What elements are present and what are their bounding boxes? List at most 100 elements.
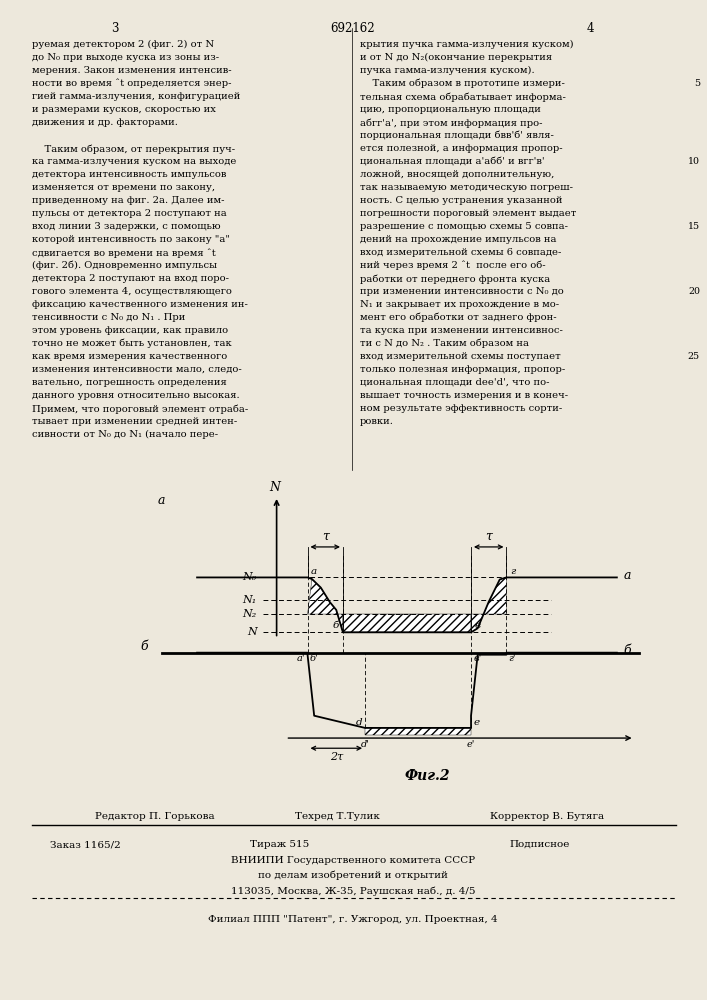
Text: Таким образом, от перекрытия пуч-: Таким образом, от перекрытия пуч-	[32, 144, 235, 153]
Text: и от N до N₂(окончание перекрытия: и от N до N₂(окончание перекрытия	[360, 53, 552, 62]
Text: ВНИИПИ Государственного комитета СССР: ВНИИПИ Государственного комитета СССР	[231, 856, 475, 865]
Text: 20: 20	[688, 287, 700, 296]
Text: циональная площади dее'd', что по-: циональная площади dее'd', что по-	[360, 378, 549, 387]
Text: этом уровень фиксации, как правило: этом уровень фиксации, как правило	[32, 326, 228, 335]
Text: б: б	[624, 644, 631, 657]
Text: Таким образом в прототипе измери-: Таким образом в прототипе измери-	[360, 79, 565, 89]
Text: б': б'	[310, 654, 318, 663]
Text: а: а	[624, 569, 631, 582]
Text: а: а	[158, 494, 165, 507]
Text: ти с N до N₂ . Таким образом на: ти с N до N₂ . Таким образом на	[360, 339, 529, 349]
Text: сивности от N₀ до N₁ (начало пере-: сивности от N₀ до N₁ (начало пере-	[32, 430, 218, 439]
Text: N₁ и закрывает их прохождение в мо-: N₁ и закрывает их прохождение в мо-	[360, 300, 559, 309]
Text: в: в	[474, 621, 481, 630]
Text: руемая детектором 2 (фиг. 2) от N: руемая детектором 2 (фиг. 2) от N	[32, 40, 214, 49]
Text: гового элемента 4, осуществляющего: гового элемента 4, осуществляющего	[32, 287, 232, 296]
Text: (фиг. 2б). Одновременно импульсы: (фиг. 2б). Одновременно импульсы	[32, 261, 217, 270]
Text: Подписное: Подписное	[510, 840, 570, 849]
Text: б: б	[333, 621, 339, 630]
Text: детектора 2 поступают на вход поро-: детектора 2 поступают на вход поро-	[32, 274, 229, 283]
Text: Корректор В. Бутяга: Корректор В. Бутяга	[490, 812, 604, 821]
Text: мент его обработки от заднего фрон-: мент его обработки от заднего фрон-	[360, 313, 556, 322]
Text: пульсы от детектора 2 поступают на: пульсы от детектора 2 поступают на	[32, 209, 227, 218]
Text: ка гамма-излучения куском на выходе: ка гамма-излучения куском на выходе	[32, 157, 236, 166]
Text: в': в'	[473, 654, 481, 663]
Text: 2τ: 2τ	[329, 751, 343, 761]
Text: вательно, погрешность определения: вательно, погрешность определения	[32, 378, 227, 387]
Text: пучка гамма-излучения куском).: пучка гамма-излучения куском).	[360, 66, 534, 75]
Text: изменения интенсивности мало, следо-: изменения интенсивности мало, следо-	[32, 365, 242, 374]
Text: 15: 15	[688, 222, 700, 231]
Text: мерения. Закон изменения интенсив-: мерения. Закон изменения интенсив-	[32, 66, 232, 75]
Text: N₁: N₁	[243, 595, 257, 605]
Text: только полезная информация, пропор-: только полезная информация, пропор-	[360, 365, 566, 374]
Text: движения и др. факторами.: движения и др. факторами.	[32, 118, 178, 127]
Text: ется полезной, а информация пропор-: ется полезной, а информация пропор-	[360, 144, 563, 153]
Text: б: б	[140, 640, 148, 653]
Text: точно не может быть установлен, так: точно не может быть установлен, так	[32, 339, 232, 349]
Text: ний через время 2 ˆt  после его об-: ний через время 2 ˆt после его об-	[360, 261, 546, 270]
Text: а': а'	[297, 654, 305, 663]
Text: ном результате эффективность сорти-: ном результате эффективность сорти-	[360, 404, 562, 413]
Polygon shape	[471, 577, 506, 632]
Text: e': e'	[467, 740, 475, 749]
Text: дений на прохождение импульсов на: дений на прохождение импульсов на	[360, 235, 556, 244]
Text: та куска при изменении интенсивнос-: та куска при изменении интенсивнос-	[360, 326, 563, 335]
Text: Примем, что пороговый элемент отраба-: Примем, что пороговый элемент отраба-	[32, 404, 248, 414]
Text: N: N	[247, 627, 257, 637]
Text: 10: 10	[688, 157, 700, 166]
Text: а: а	[311, 567, 317, 576]
Text: вышает точность измерения и в конеч-: вышает точность измерения и в конеч-	[360, 391, 568, 400]
Text: N₀: N₀	[243, 572, 257, 582]
Text: как время измерения качественного: как время измерения качественного	[32, 352, 227, 361]
Text: ность. С целью устранения указанной: ность. С целью устранения указанной	[360, 196, 563, 205]
Text: 25: 25	[688, 352, 700, 361]
Text: г: г	[510, 567, 515, 576]
Text: детектора интенсивность импульсов: детектора интенсивность импульсов	[32, 170, 226, 179]
Text: по делам изобретений и открытий: по делам изобретений и открытий	[258, 871, 448, 880]
Text: N: N	[269, 481, 280, 494]
Text: работки от переднего фронта куска: работки от переднего фронта куска	[360, 274, 550, 284]
Text: 3: 3	[111, 22, 119, 35]
Text: вход измерительной схемы поступает: вход измерительной схемы поступает	[360, 352, 561, 361]
Text: цию, пропорциональную площади: цию, пропорциональную площади	[360, 105, 541, 114]
Text: e: e	[473, 718, 479, 727]
Text: τ: τ	[322, 530, 329, 543]
Text: приведенному на фиг. 2а. Далее им-: приведенному на фиг. 2а. Далее им-	[32, 196, 225, 205]
Text: которой интенсивность по закону "а": которой интенсивность по закону "а"	[32, 235, 230, 244]
Text: вход линии 3 задержки, с помощью: вход линии 3 задержки, с помощью	[32, 222, 221, 231]
Text: Заказ 1165/2: Заказ 1165/2	[50, 840, 121, 849]
Text: вход измерительной схемы 6 совпаде-: вход измерительной схемы 6 совпаде-	[360, 248, 561, 257]
Text: τ: τ	[485, 530, 492, 543]
Text: тельная схема обрабатывает информа-: тельная схема обрабатывает информа-	[360, 92, 566, 102]
Text: ровки.: ровки.	[360, 417, 394, 426]
Text: 5: 5	[694, 79, 700, 88]
Text: тенсивности с N₀ до N₁ . При: тенсивности с N₀ до N₁ . При	[32, 313, 185, 322]
Text: г': г'	[508, 654, 516, 663]
Text: изменяется от времени по закону,: изменяется от времени по закону,	[32, 183, 215, 192]
Text: гией гамма-излучения, конфигурацией: гией гамма-излучения, конфигурацией	[32, 92, 240, 101]
Text: порциональная площади бвв'б' явля-: порциональная площади бвв'б' явля-	[360, 131, 554, 140]
Text: Филиал ППП "Патент", г. Ужгород, ул. Проектная, 4: Филиал ППП "Патент", г. Ужгород, ул. Про…	[208, 915, 498, 924]
Text: так называемую методическую погреш-: так называемую методическую погреш-	[360, 183, 573, 192]
Text: d: d	[356, 718, 363, 727]
Text: Редактор П. Горькова: Редактор П. Горькова	[95, 812, 215, 821]
Text: циональная площади а'абб' и вгг'в': циональная площади а'абб' и вгг'в'	[360, 157, 544, 166]
Text: тывает при изменении средней интен-: тывает при изменении средней интен-	[32, 417, 238, 426]
Text: погрешности пороговый элемент выдает: погрешности пороговый элемент выдает	[360, 209, 576, 218]
Text: до N₀ при выходе куска из зоны из-: до N₀ при выходе куска из зоны из-	[32, 53, 219, 62]
Text: и размерами кусков, скоростью их: и размерами кусков, скоростью их	[32, 105, 216, 114]
Text: d': d'	[361, 740, 370, 749]
Text: сдвигается во времени на время ˆt: сдвигается во времени на время ˆt	[32, 248, 216, 257]
Text: разрешение с помощью схемы 5 совпа-: разрешение с помощью схемы 5 совпа-	[360, 222, 568, 231]
Text: Фиг.2: Фиг.2	[404, 769, 450, 783]
Polygon shape	[308, 579, 343, 632]
Text: Тираж 515: Тираж 515	[250, 840, 310, 849]
Text: крытия пучка гамма-излучения куском): крытия пучка гамма-излучения куском)	[360, 40, 573, 49]
Text: 4: 4	[586, 22, 594, 35]
Text: 692162: 692162	[331, 22, 375, 35]
Text: данного уровня относительно высокая.: данного уровня относительно высокая.	[32, 391, 240, 400]
Polygon shape	[365, 728, 471, 735]
Text: при изменении интенсивности с N₀ до: при изменении интенсивности с N₀ до	[360, 287, 563, 296]
Text: абгг'а', при этом информация про-: абгг'а', при этом информация про-	[360, 118, 542, 127]
